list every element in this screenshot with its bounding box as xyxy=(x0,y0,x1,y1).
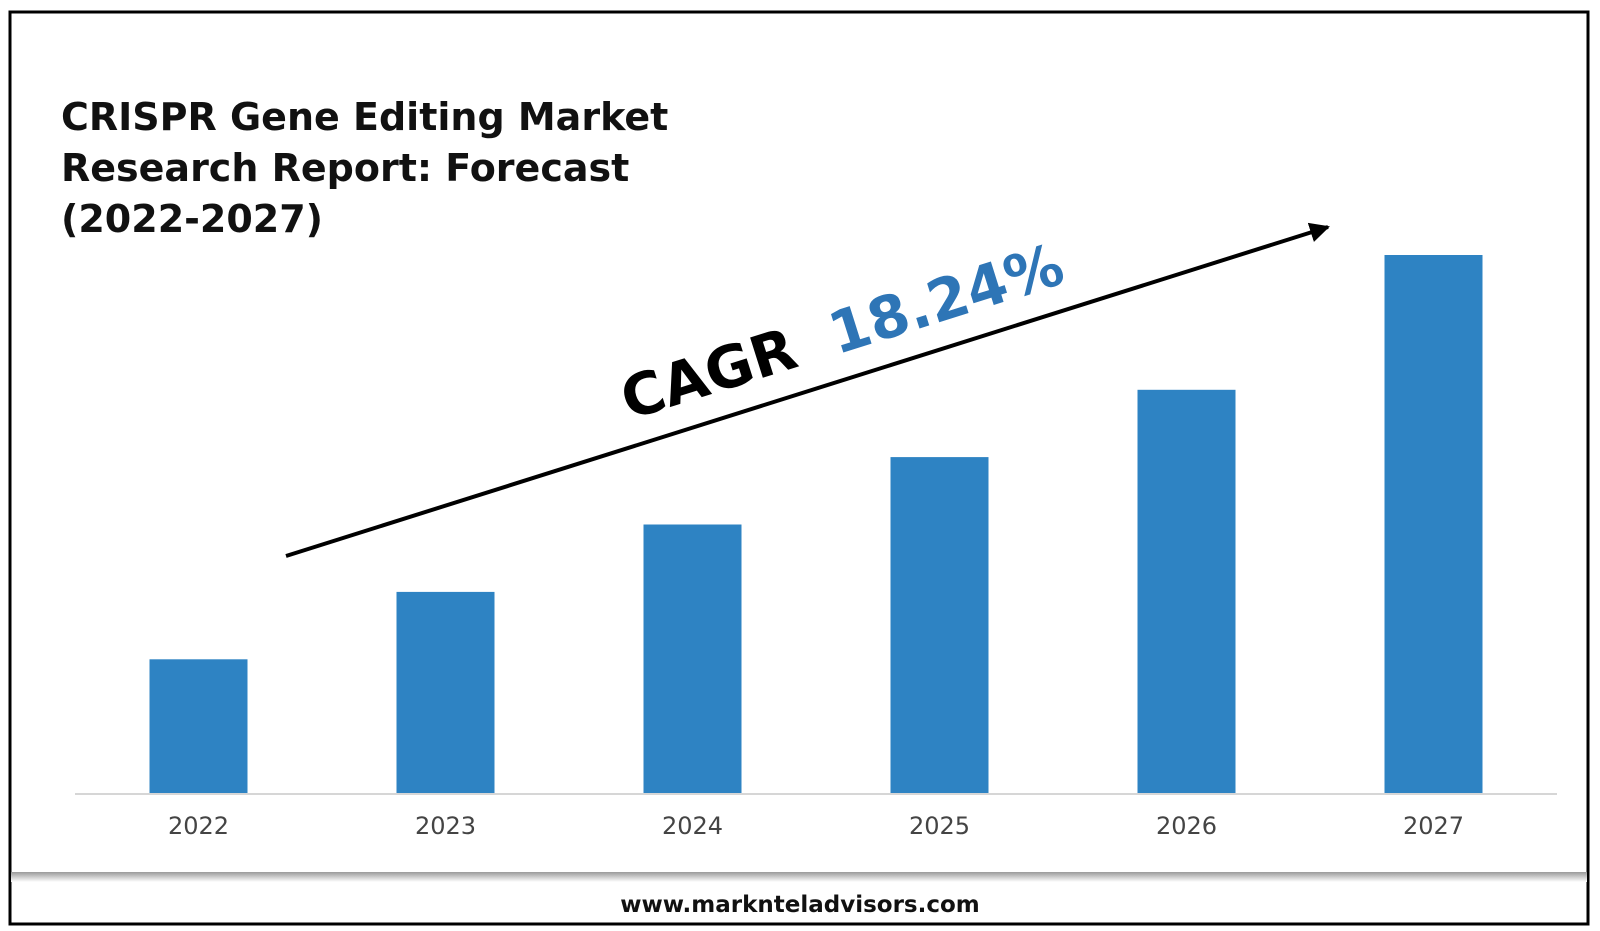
x-tick-label-2023: 2023 xyxy=(415,812,476,840)
trend-arrow xyxy=(285,222,1330,558)
footer-shade xyxy=(11,872,1587,882)
title-line-2: Research Report: Forecast xyxy=(61,146,629,190)
x-tick-label-2022: 2022 xyxy=(168,812,229,840)
bar-2024 xyxy=(643,524,742,794)
chart-title: CRISPR Gene Editing Market Research Repo… xyxy=(61,95,682,241)
title-line-3: (2022-2027) xyxy=(61,197,323,241)
bar-2023 xyxy=(396,591,495,794)
x-tick-label-2026: 2026 xyxy=(1156,812,1217,840)
x-tick-label-2024: 2024 xyxy=(662,812,723,840)
x-tick-label-2027: 2027 xyxy=(1403,812,1464,840)
bar-series xyxy=(149,255,1483,795)
x-tick-label-2025: 2025 xyxy=(909,812,970,840)
footer-website: www.marknteladvisors.com xyxy=(620,892,980,918)
x-tick-labels: 2022 2023 2024 2025 2026 2027 xyxy=(168,812,1464,840)
bar-2027 xyxy=(1384,255,1483,794)
outer-border xyxy=(8,10,1590,926)
title-line-1: CRISPR Gene Editing Market xyxy=(61,95,668,139)
bar-2026 xyxy=(1137,389,1236,795)
bar-2025 xyxy=(890,457,989,794)
bar-2022 xyxy=(149,659,248,795)
